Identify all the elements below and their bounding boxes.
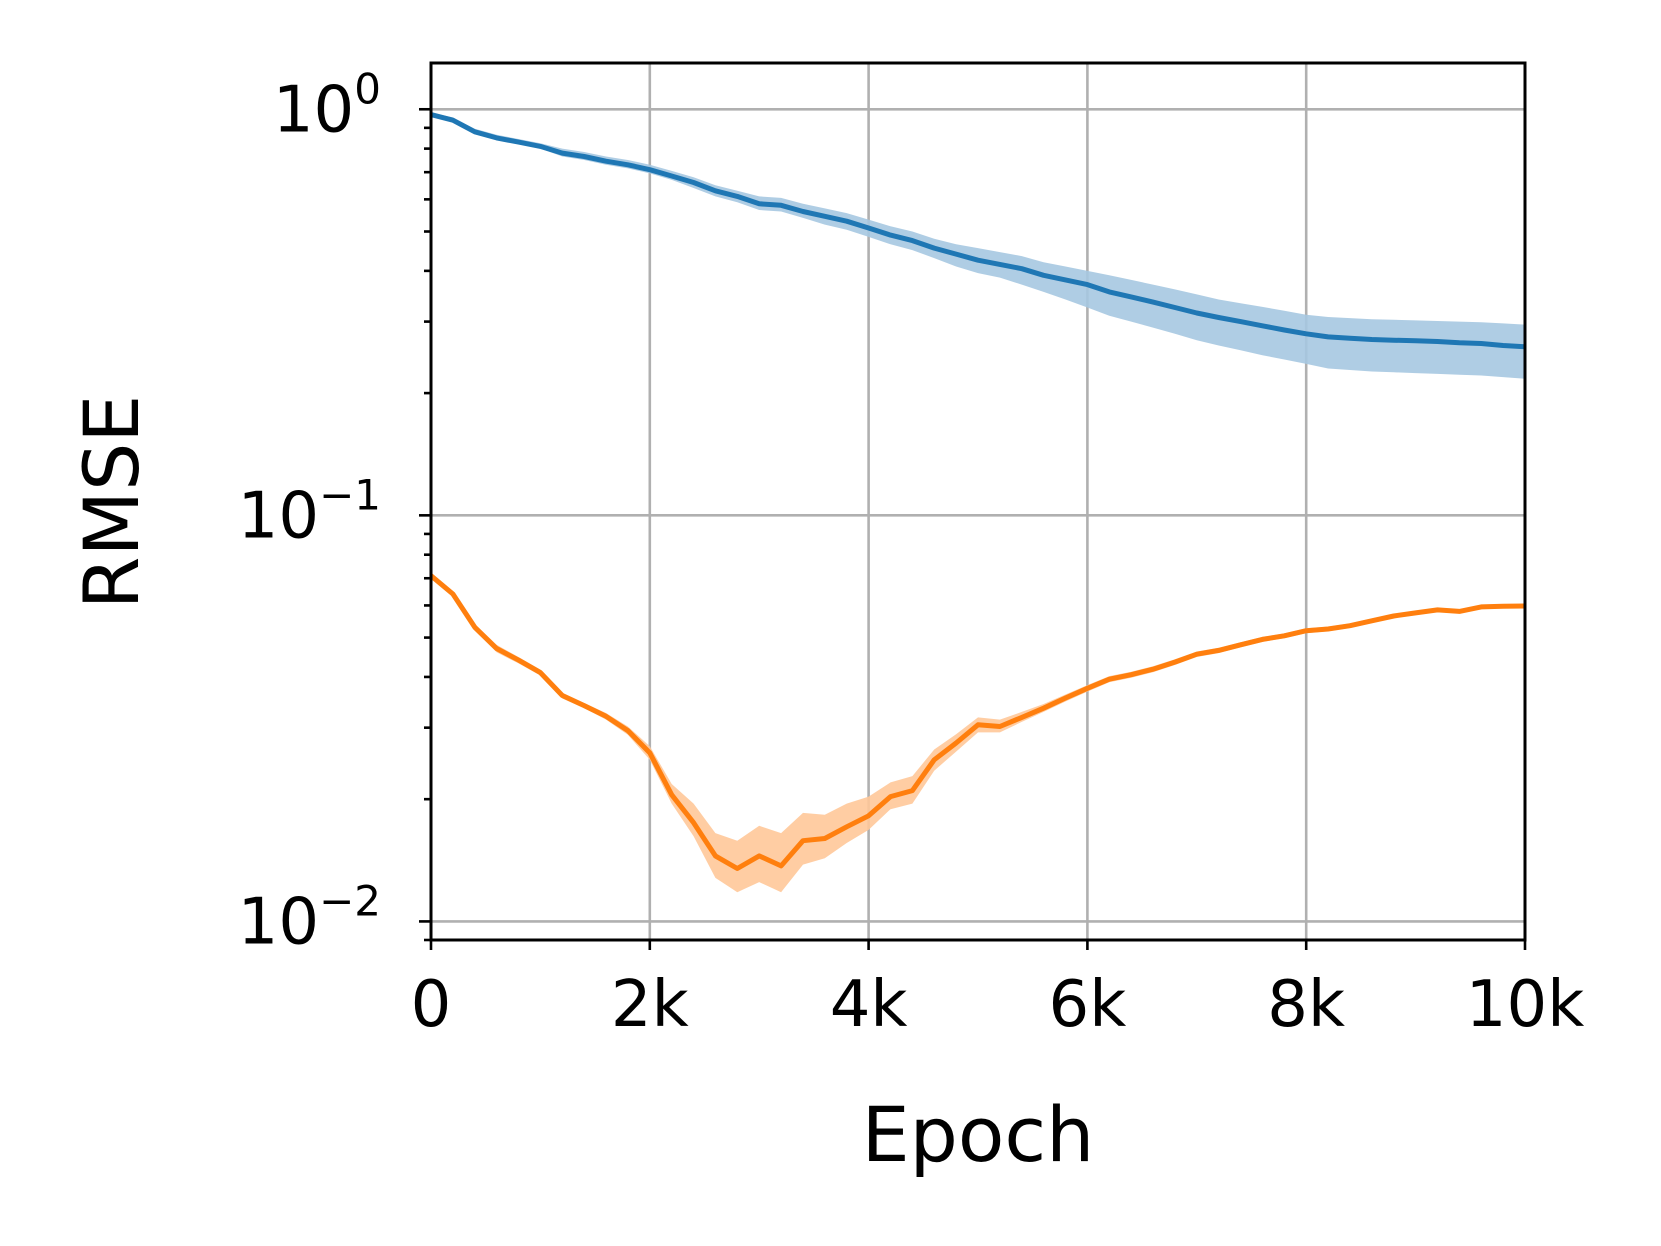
x-tick-label: 6k [1049, 968, 1127, 1042]
y-axis-label: RMSE [67, 395, 156, 610]
x-axis-label: Epoch [862, 1090, 1095, 1179]
y-tick-exponent: −2 [319, 876, 381, 925]
x-tick-label: 2k [611, 968, 689, 1042]
series-2-line [429, 573, 1526, 871]
confidence-bands [431, 112, 1525, 893]
y-tick-exponent: 0 [354, 64, 381, 113]
x-tick-labels: 0 2k 4k 6k 8k 10k [411, 968, 1585, 1042]
x-tick-label: 10k [1466, 968, 1585, 1042]
series-lines [429, 112, 1526, 871]
axis-ticks [419, 107, 1527, 950]
x-tick-label: 8k [1267, 968, 1345, 1042]
x-tick-label: 4k [830, 968, 908, 1042]
y-tick-label: 10 [273, 73, 354, 147]
y-tick-exponent: −1 [319, 470, 381, 519]
series-1-line [430, 112, 1526, 350]
series-1-band [431, 112, 1525, 379]
plot-frame [429, 61, 1527, 942]
grid [429, 63, 1527, 940]
x-tick-label: 0 [411, 968, 452, 1042]
y-tick-label: 10 [238, 885, 319, 959]
y-tick-label: 10 [238, 479, 319, 553]
